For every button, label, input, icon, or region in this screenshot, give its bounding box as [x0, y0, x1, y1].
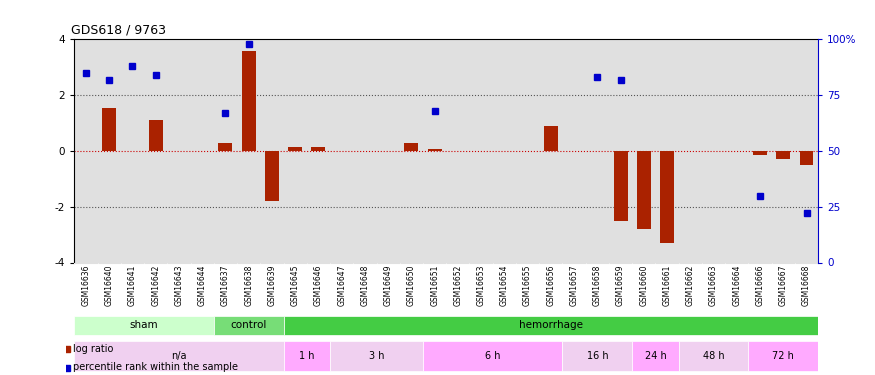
Bar: [288, 147, 302, 151]
Text: log ratio: log ratio: [74, 344, 114, 354]
Text: GSM16661: GSM16661: [662, 265, 671, 306]
Text: GSM16651: GSM16651: [430, 265, 439, 306]
Bar: [284, 316, 818, 334]
Text: GSM16657: GSM16657: [570, 265, 578, 306]
Bar: [753, 151, 767, 155]
Text: GSM16641: GSM16641: [128, 265, 137, 306]
Bar: [242, 51, 256, 151]
Text: GSM16649: GSM16649: [383, 265, 393, 306]
Text: control: control: [230, 320, 267, 330]
Text: GSM16637: GSM16637: [221, 265, 230, 306]
Text: GSM16644: GSM16644: [198, 265, 206, 306]
Text: GSM16658: GSM16658: [593, 265, 602, 306]
Text: GSM16638: GSM16638: [244, 265, 253, 306]
Text: GSM16656: GSM16656: [546, 265, 556, 306]
Bar: [428, 149, 442, 151]
Text: 6 h: 6 h: [485, 351, 500, 361]
Bar: [613, 151, 627, 220]
Text: GSM16667: GSM16667: [779, 265, 788, 306]
Text: GSM16668: GSM16668: [802, 265, 811, 306]
Text: 24 h: 24 h: [645, 351, 666, 361]
Bar: [284, 341, 330, 371]
Bar: [74, 341, 284, 371]
Bar: [149, 120, 163, 151]
Text: GSM16643: GSM16643: [174, 265, 184, 306]
Text: GSM16654: GSM16654: [500, 265, 509, 306]
Text: GSM16645: GSM16645: [290, 265, 299, 306]
Text: GSM16662: GSM16662: [686, 265, 695, 306]
Text: GSM16639: GSM16639: [268, 265, 276, 306]
Text: GSM16642: GSM16642: [151, 265, 160, 306]
Text: GSM16663: GSM16663: [709, 265, 718, 306]
Text: GDS618 / 9763: GDS618 / 9763: [71, 24, 165, 37]
Bar: [214, 316, 284, 334]
Bar: [219, 142, 233, 151]
Bar: [632, 341, 679, 371]
Bar: [74, 316, 213, 334]
Text: 3 h: 3 h: [368, 351, 384, 361]
Text: GSM16636: GSM16636: [81, 265, 90, 306]
Text: GSM16647: GSM16647: [337, 265, 346, 306]
Text: GSM16660: GSM16660: [640, 265, 648, 306]
Text: sham: sham: [130, 320, 158, 330]
Text: 1 h: 1 h: [299, 351, 314, 361]
Text: n/a: n/a: [172, 351, 186, 361]
Bar: [776, 151, 790, 159]
Bar: [330, 341, 423, 371]
Text: 72 h: 72 h: [773, 351, 794, 361]
Text: GSM16655: GSM16655: [523, 265, 532, 306]
Text: GSM16653: GSM16653: [477, 265, 486, 306]
Bar: [404, 142, 418, 151]
Bar: [102, 108, 116, 151]
Text: GSM16666: GSM16666: [755, 265, 765, 306]
Bar: [800, 151, 814, 165]
Text: GSM16640: GSM16640: [105, 265, 114, 306]
Text: GSM16650: GSM16650: [407, 265, 416, 306]
Text: GSM16659: GSM16659: [616, 265, 625, 306]
Text: GSM16646: GSM16646: [314, 265, 323, 306]
Text: GSM16648: GSM16648: [360, 265, 369, 306]
Bar: [265, 151, 279, 201]
Bar: [563, 341, 632, 371]
Bar: [423, 341, 563, 371]
Bar: [679, 341, 748, 371]
Bar: [544, 126, 558, 151]
Bar: [748, 341, 818, 371]
Bar: [660, 151, 674, 243]
Text: 48 h: 48 h: [703, 351, 724, 361]
Text: GSM16664: GSM16664: [732, 265, 741, 306]
Text: percentile rank within the sample: percentile rank within the sample: [74, 363, 238, 372]
Bar: [312, 147, 326, 151]
Text: GSM16652: GSM16652: [453, 265, 462, 306]
Text: hemorrhage: hemorrhage: [519, 320, 583, 330]
Text: 16 h: 16 h: [586, 351, 608, 361]
Bar: [637, 151, 651, 229]
